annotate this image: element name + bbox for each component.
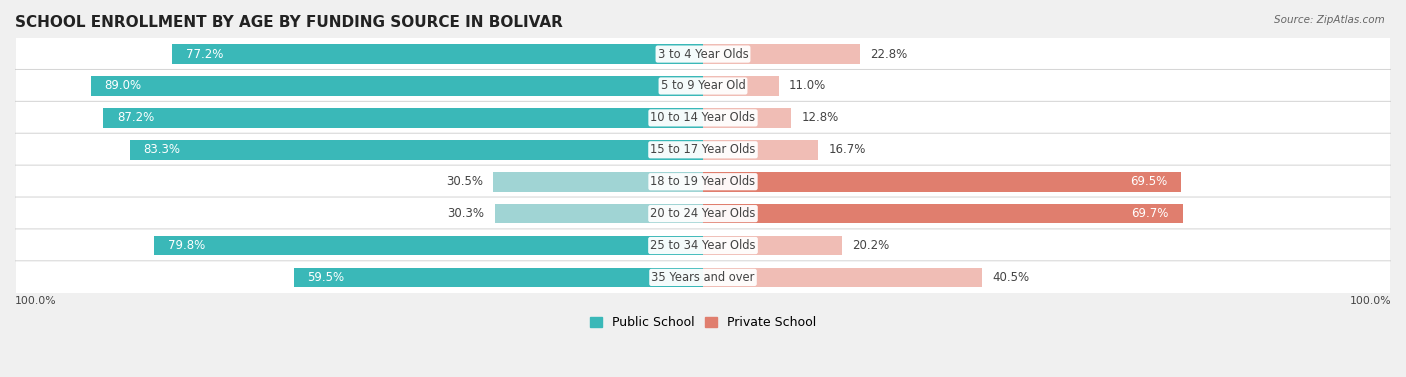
Text: 15 to 17 Year Olds: 15 to 17 Year Olds (651, 143, 755, 156)
Text: 69.5%: 69.5% (1130, 175, 1167, 188)
Text: 12.8%: 12.8% (801, 111, 838, 124)
Bar (703, 76, 779, 96)
FancyBboxPatch shape (15, 165, 1391, 198)
FancyBboxPatch shape (15, 229, 1391, 262)
Bar (494, 172, 703, 192)
Text: 40.5%: 40.5% (993, 271, 1029, 284)
Bar (703, 236, 842, 255)
FancyBboxPatch shape (15, 261, 1391, 294)
Bar (103, 108, 703, 128)
Text: 79.8%: 79.8% (167, 239, 205, 252)
Text: 16.7%: 16.7% (828, 143, 866, 156)
Legend: Public School, Private School: Public School, Private School (586, 313, 820, 333)
Bar (703, 172, 1181, 192)
Bar (155, 236, 703, 255)
Text: SCHOOL ENROLLMENT BY AGE BY FUNDING SOURCE IN BOLIVAR: SCHOOL ENROLLMENT BY AGE BY FUNDING SOUR… (15, 15, 562, 30)
Bar (495, 204, 703, 224)
Text: Source: ZipAtlas.com: Source: ZipAtlas.com (1274, 15, 1385, 25)
Bar (129, 140, 703, 160)
Text: 77.2%: 77.2% (186, 48, 224, 61)
Text: 20.2%: 20.2% (852, 239, 890, 252)
Text: 100.0%: 100.0% (15, 296, 56, 306)
Bar (703, 268, 981, 287)
FancyBboxPatch shape (15, 69, 1391, 103)
Text: 35 Years and over: 35 Years and over (651, 271, 755, 284)
Text: 59.5%: 59.5% (308, 271, 344, 284)
FancyBboxPatch shape (15, 133, 1391, 166)
Text: 3 to 4 Year Olds: 3 to 4 Year Olds (658, 48, 748, 61)
Text: 22.8%: 22.8% (870, 48, 907, 61)
Text: 10 to 14 Year Olds: 10 to 14 Year Olds (651, 111, 755, 124)
Text: 87.2%: 87.2% (117, 111, 155, 124)
Text: 30.5%: 30.5% (446, 175, 482, 188)
Text: 89.0%: 89.0% (104, 80, 142, 92)
Bar (294, 268, 703, 287)
Text: 11.0%: 11.0% (789, 80, 827, 92)
FancyBboxPatch shape (15, 37, 1391, 70)
Bar (703, 44, 860, 64)
Text: 18 to 19 Year Olds: 18 to 19 Year Olds (651, 175, 755, 188)
Bar (703, 140, 818, 160)
Text: 20 to 24 Year Olds: 20 to 24 Year Olds (651, 207, 755, 220)
Text: 69.7%: 69.7% (1132, 207, 1168, 220)
Bar (90, 76, 703, 96)
FancyBboxPatch shape (15, 197, 1391, 230)
Text: 83.3%: 83.3% (143, 143, 180, 156)
Bar (172, 44, 703, 64)
FancyBboxPatch shape (15, 101, 1391, 135)
Text: 30.3%: 30.3% (447, 207, 484, 220)
Text: 5 to 9 Year Old: 5 to 9 Year Old (661, 80, 745, 92)
Bar (703, 204, 1182, 224)
Text: 25 to 34 Year Olds: 25 to 34 Year Olds (650, 239, 756, 252)
Bar (703, 108, 792, 128)
Text: 100.0%: 100.0% (1350, 296, 1391, 306)
